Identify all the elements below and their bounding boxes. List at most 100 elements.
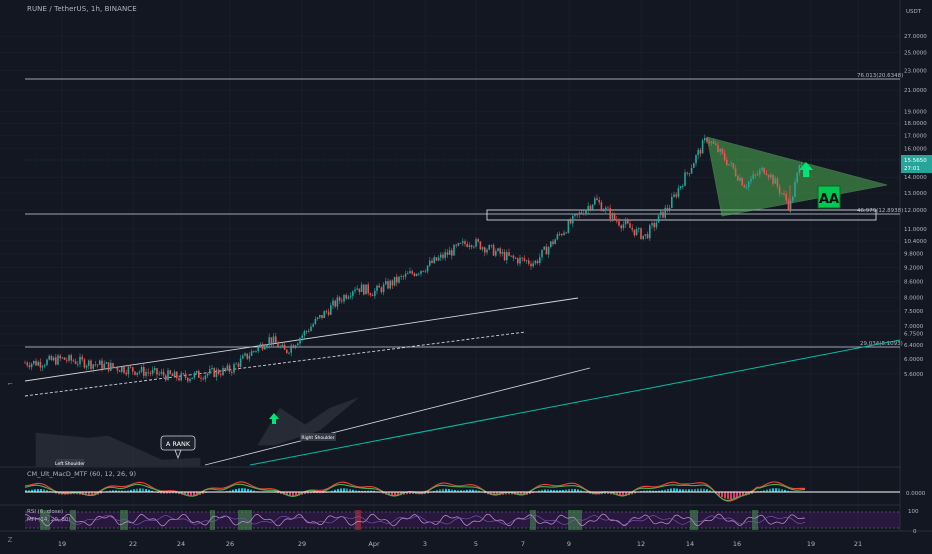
candle-body: [356, 288, 358, 290]
price-axis-label: 9.2000: [904, 265, 924, 271]
candle-body: [409, 271, 411, 274]
candle-body: [264, 347, 266, 350]
time-axis-label: 21: [854, 540, 862, 548]
candle-body: [418, 273, 420, 275]
candle-body: [143, 367, 145, 376]
macd-histogram-bar: [733, 492, 735, 499]
rsi-scale-bottom: 0: [913, 529, 917, 535]
macd-histogram-bar: [427, 492, 429, 494]
candle-body: [74, 361, 77, 364]
candle-body: [140, 367, 143, 372]
candle-body: [726, 159, 728, 166]
candle-body: [217, 369, 220, 375]
candle-body: [231, 371, 233, 373]
candle-body: [354, 289, 356, 292]
chart-tool-icon[interactable]: ⌐: [7, 380, 13, 388]
candle-body: [44, 365, 46, 367]
candle-body: [184, 373, 187, 378]
candle-body: [510, 255, 512, 257]
macd-histogram-bar: [784, 489, 786, 493]
candle-body: [77, 363, 79, 365]
symbol-title[interactable]: RUNE / TetherUS, 1h, BINANCE: [27, 5, 137, 13]
rsi-zone-highlight: [120, 510, 128, 530]
macd-histogram-bar: [391, 492, 393, 496]
candle-body: [732, 163, 735, 169]
macd-histogram-bar: [769, 488, 771, 493]
candle-body: [550, 241, 552, 248]
support-zone-box[interactable]: [486, 209, 877, 221]
macd-histogram-bar: [148, 489, 150, 493]
candle-body: [275, 336, 277, 343]
candle-body: [594, 198, 596, 205]
candle-body: [455, 244, 457, 246]
mfi-title[interactable]: MFI (14, 20, 80): [27, 517, 71, 523]
macd-histogram-bar: [280, 492, 282, 494]
candle-body: [169, 370, 171, 375]
macd-title[interactable]: CM_Ult_MacD_MTF (60, 12, 26, 9): [27, 470, 136, 478]
candle-body: [534, 260, 537, 264]
candle-body: [286, 349, 288, 353]
candle-body: [578, 212, 581, 215]
candle-body: [310, 326, 312, 332]
candle-body: [363, 284, 365, 295]
candle-body: [200, 377, 202, 379]
candle-body: [666, 207, 669, 210]
macd-histogram-bar: [553, 490, 555, 493]
macd-histogram-bar: [685, 489, 687, 493]
candle-body: [250, 351, 253, 356]
candle-body: [437, 257, 440, 261]
candle-body: [547, 247, 550, 255]
rsi-title[interactable]: RSI (6, close): [27, 509, 64, 515]
candle-body: [118, 370, 121, 372]
candle-body: [81, 356, 83, 360]
candle-body: [514, 257, 517, 259]
candle-body: [382, 284, 385, 293]
macd-histogram-bar: [772, 488, 774, 493]
candle-body: [642, 235, 644, 240]
candle-body: [129, 366, 132, 368]
rsi-pane[interactable]: [24, 510, 806, 530]
right-pattern-shade[interactable]: [257, 397, 359, 446]
macd-histogram-bar: [700, 488, 702, 493]
candle-body: [688, 173, 691, 175]
candle-body: [572, 215, 574, 224]
candle-body: [358, 288, 361, 292]
candle-body: [244, 353, 246, 356]
macd-histogram-bar: [571, 488, 573, 493]
timezone-icon[interactable]: Z: [7, 536, 13, 544]
price-axis-label: 8.6000: [904, 280, 924, 286]
channel-mid-dashed-line[interactable]: [24, 331, 526, 397]
candle-body: [761, 167, 763, 171]
candle-body: [121, 366, 123, 372]
time-axis-label: 7: [521, 540, 525, 548]
candle-body: [92, 364, 94, 369]
macd-histogram-bar: [544, 489, 546, 493]
candle-body: [585, 209, 587, 215]
candle-body: [360, 284, 363, 292]
macd-histogram-bar: [709, 490, 711, 493]
fib-trend-line[interactable]: [249, 339, 901, 466]
candle-body: [785, 193, 787, 201]
candle-body: [561, 234, 563, 236]
candle-body: [277, 342, 279, 348]
candle-body: [627, 220, 629, 224]
rsi-zone-highlight: [690, 510, 698, 530]
macd-histogram-bar: [34, 489, 36, 493]
macd-histogram-bar: [472, 489, 474, 493]
candle-body: [598, 200, 600, 203]
time-axis[interactable]: 19 22 24 26 29 Apr 3 5 7 9 12 14 16 19 21: [58, 540, 862, 548]
candle-body: [587, 205, 589, 210]
quote-currency: USDT: [906, 9, 922, 15]
candle-body: [136, 372, 138, 375]
macd-histogram-bar: [577, 489, 579, 493]
channel-lower-line[interactable]: [204, 367, 591, 466]
price-axis[interactable]: 27.0000 25.0000 23.0000 21.0000 19.0000 18.00…: [904, 34, 927, 378]
macd-histogram-bar: [43, 489, 45, 493]
candle-body: [327, 311, 330, 315]
macd-histogram-bar: [187, 492, 189, 496]
candle-body: [800, 164, 803, 166]
rsi-zone-highlight: [210, 510, 215, 530]
macd-histogram-bar: [508, 492, 510, 495]
